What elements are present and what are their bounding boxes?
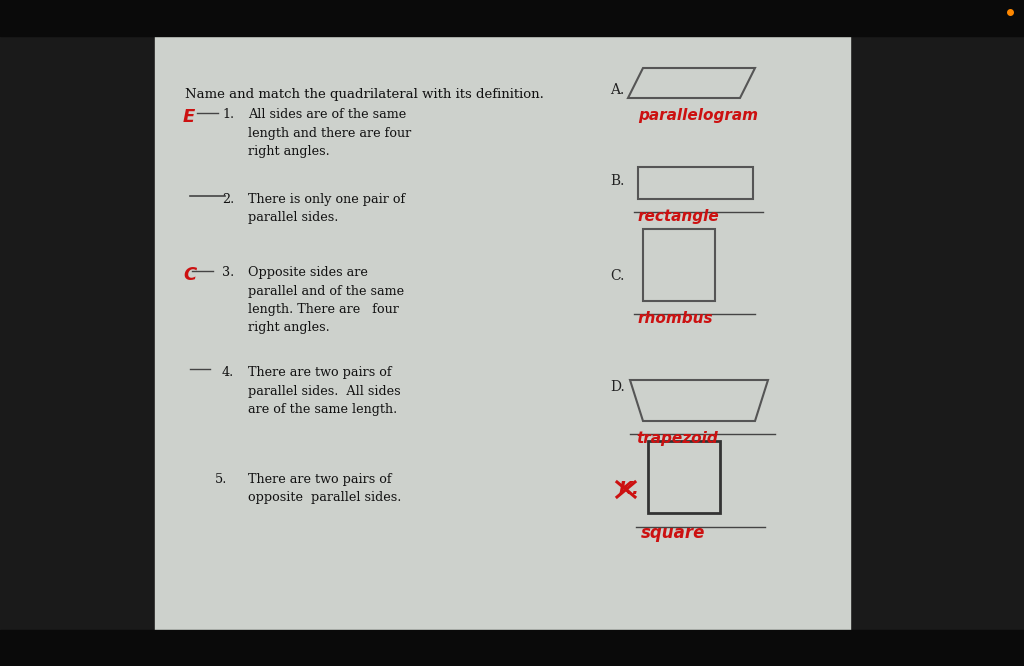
- Text: 3.: 3.: [222, 266, 234, 279]
- Text: C: C: [183, 266, 197, 284]
- Text: 5.: 5.: [215, 473, 227, 486]
- Bar: [643, 229, 715, 301]
- Text: There are two pairs of
parallel sides.  All sides
are of the same length.: There are two pairs of parallel sides. A…: [248, 366, 400, 416]
- Text: Name and match the quadrilateral with its definition.: Name and match the quadrilateral with it…: [185, 88, 544, 101]
- Text: rectangle: rectangle: [638, 209, 720, 224]
- Text: square: square: [641, 524, 706, 542]
- Text: trapezoid: trapezoid: [636, 431, 718, 446]
- Text: B.: B.: [610, 174, 625, 188]
- Text: rhombus: rhombus: [638, 311, 714, 326]
- Text: Opposite sides are
parallel and of the same
length. There are   four
right angle: Opposite sides are parallel and of the s…: [248, 266, 404, 334]
- Text: D.: D.: [610, 380, 625, 394]
- Text: parallelogram: parallelogram: [638, 108, 758, 123]
- Text: 4.: 4.: [222, 366, 234, 379]
- Bar: [155, 36, 850, 630]
- Bar: [0, 630, 1024, 666]
- Text: All sides are of the same
length and there are four
right angles.: All sides are of the same length and the…: [248, 108, 412, 158]
- Text: 2.: 2.: [222, 193, 234, 206]
- Text: K.: K.: [618, 480, 640, 498]
- Text: E: E: [183, 108, 196, 126]
- Text: C.: C.: [610, 269, 625, 283]
- Text: A.: A.: [610, 83, 625, 97]
- Text: There are two pairs of
opposite  parallel sides.: There are two pairs of opposite parallel…: [248, 473, 401, 505]
- Text: There is only one pair of
parallel sides.: There is only one pair of parallel sides…: [248, 193, 406, 224]
- Text: 1.: 1.: [222, 108, 234, 121]
- Bar: [638, 167, 753, 199]
- Bar: [648, 441, 720, 513]
- Bar: [0, 0, 1024, 36]
